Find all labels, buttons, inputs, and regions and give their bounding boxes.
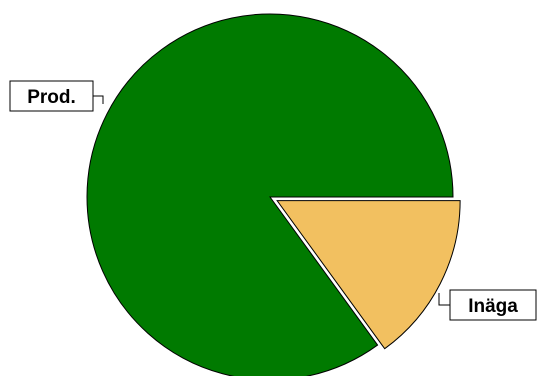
pie-slice-inaga: [276, 200, 461, 350]
pie-slices: [86, 13, 461, 376]
slice-label-prod: Prod.: [27, 87, 76, 108]
slice-label-inaga: Inäga: [468, 296, 518, 317]
leader-lines: [93, 95, 450, 306]
slice-labels: Prod. Inäga: [9, 80, 537, 321]
pie-slice-prod: [86, 13, 454, 376]
label-box-prod: [9, 80, 94, 112]
leader-line-prod: [93, 95, 104, 104]
label-box-inaga: [449, 289, 537, 321]
leader-line-inaga: [438, 293, 450, 306]
